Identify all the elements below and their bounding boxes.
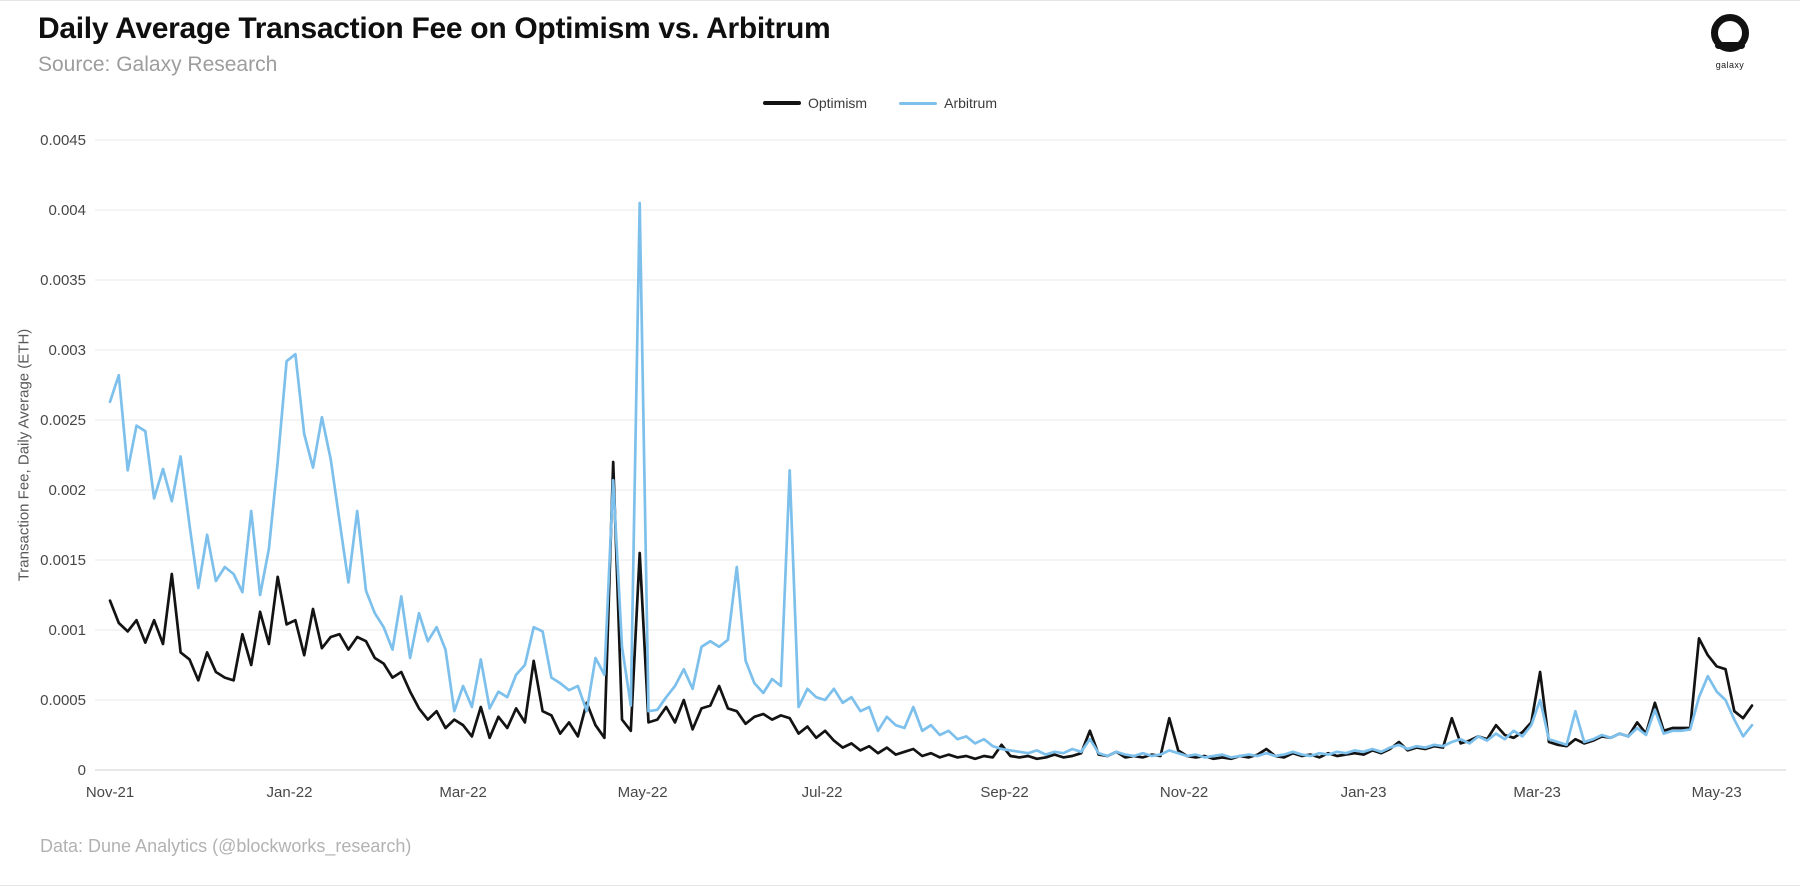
- y-tick-label: 0.004: [48, 202, 86, 219]
- arbitrum-line-swatch: [899, 101, 938, 105]
- y-tick-label: 0.0015: [40, 552, 86, 569]
- legend-item-optimism: Optimism: [762, 95, 868, 111]
- galaxy-logo: galaxy: [1706, 14, 1754, 70]
- galaxy-logo-text: galaxy: [1715, 60, 1745, 70]
- series-line-arbitrum: [108, 201, 1754, 759]
- y-tick-label: 0: [78, 762, 86, 779]
- galaxy-logo-icon: [1711, 14, 1749, 52]
- page-title: Daily Average Transaction Fee on Optimis…: [38, 12, 831, 45]
- legend-item-arbitrum: Arbitrum: [899, 95, 997, 111]
- data-credit: Data: Dune Analytics (@blockworks_resear…: [40, 836, 412, 856]
- y-tick-label: 0.002: [48, 482, 86, 499]
- x-tick-label: May-22: [618, 784, 668, 801]
- x-tick-label: Nov-21: [86, 784, 134, 801]
- optimism-line-swatch: [762, 101, 801, 105]
- page-top-border: [0, 0, 1800, 1]
- y-tick-label: 0.0025: [40, 412, 86, 429]
- x-tick-label: Mar-22: [439, 784, 487, 801]
- x-tick-label: Jan-22: [267, 784, 313, 801]
- page-bottom-border: [0, 885, 1800, 886]
- chart-legend: Optimism Arbitrum: [0, 95, 1780, 111]
- legend-label-optimism: Optimism: [807, 95, 868, 111]
- y-tick-label: 0.001: [48, 622, 86, 639]
- x-tick-label: Sep-22: [980, 784, 1028, 801]
- x-tick-label: Jul-22: [802, 784, 843, 801]
- x-tick-label: Mar-23: [1513, 784, 1561, 801]
- x-tick-label: Jan-23: [1341, 784, 1387, 801]
- y-tick-label: 0.003: [48, 342, 86, 359]
- series-line-optimism: [108, 460, 1754, 761]
- source-caption: Source: Galaxy Research: [38, 53, 278, 76]
- y-tick-label: 0.0045: [40, 132, 86, 149]
- y-tick-label: 0.0005: [40, 692, 86, 709]
- legend-label-arbitrum: Arbitrum: [944, 95, 998, 111]
- x-tick-label: May-23: [1692, 784, 1742, 801]
- y-axis-title: Transaction Fee, Daily Average (ETH): [15, 328, 33, 582]
- x-tick-label: Nov-22: [1160, 784, 1208, 801]
- y-tick-label: 0.0035: [40, 272, 86, 289]
